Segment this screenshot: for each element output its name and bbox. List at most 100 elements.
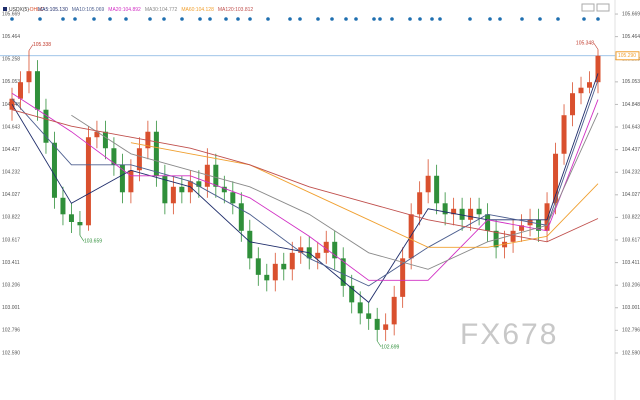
candle-body bbox=[417, 192, 423, 215]
candle-body bbox=[468, 208, 474, 220]
y-tick-label-left: 104.437 bbox=[2, 147, 20, 153]
candle-body bbox=[43, 109, 49, 143]
candle-body bbox=[17, 82, 23, 99]
event-dot bbox=[108, 17, 112, 21]
event-dot bbox=[520, 17, 524, 21]
y-tick-label-right: 104.027 bbox=[622, 192, 640, 198]
annotation-leader bbox=[28, 44, 34, 51]
candle-body bbox=[128, 170, 134, 193]
legend-entry: MA60:104.128 bbox=[181, 7, 214, 13]
ma-line bbox=[11, 92, 599, 281]
y-tick-label-left: 102.796 bbox=[2, 328, 20, 334]
candle-body bbox=[332, 241, 338, 259]
candle-body bbox=[366, 313, 372, 319]
candle-body bbox=[204, 164, 210, 187]
candle-body bbox=[77, 222, 83, 226]
candle-body bbox=[51, 142, 57, 198]
candle-body bbox=[578, 87, 584, 94]
y-tick-label-left: 105.053 bbox=[2, 79, 20, 85]
event-dot bbox=[596, 17, 600, 21]
y-tick-label-right: 104.437 bbox=[622, 147, 640, 153]
candle-body bbox=[102, 131, 108, 149]
y-tick-label-left: 104.027 bbox=[2, 192, 20, 198]
y-tick-label-left: 104.232 bbox=[2, 170, 20, 176]
annotation-label: 105.348 bbox=[576, 41, 594, 47]
event-dot bbox=[61, 17, 65, 21]
candle-body bbox=[340, 258, 346, 286]
candle-body bbox=[26, 71, 32, 83]
candle-body bbox=[247, 230, 253, 259]
y-tick-label-right: 105.669 bbox=[622, 11, 640, 17]
candle-body bbox=[136, 148, 142, 171]
event-dot bbox=[288, 17, 292, 21]
candle-body bbox=[374, 318, 380, 330]
candle-body bbox=[519, 225, 525, 231]
y-tick-label-right: 104.848 bbox=[622, 102, 640, 108]
event-dot bbox=[298, 17, 302, 21]
candle-body bbox=[570, 93, 576, 116]
candle-body bbox=[315, 252, 321, 259]
event-dot bbox=[208, 17, 212, 21]
candle-body bbox=[485, 214, 491, 231]
candle-body bbox=[289, 252, 295, 270]
event-dot bbox=[372, 17, 376, 21]
header-icon bbox=[3, 7, 7, 11]
candle-body bbox=[119, 164, 125, 193]
candle-body bbox=[451, 208, 457, 215]
candle-body bbox=[400, 258, 406, 297]
candle-body bbox=[357, 302, 363, 314]
candle-body bbox=[221, 186, 227, 193]
candle-body bbox=[281, 263, 287, 270]
toolbar-button[interactable] bbox=[596, 3, 610, 12]
event-dot bbox=[180, 17, 184, 21]
candle-body bbox=[510, 230, 516, 242]
y-tick-label-right: 103.617 bbox=[622, 237, 640, 243]
candle-body bbox=[595, 55, 601, 83]
event-dot bbox=[38, 17, 42, 21]
candle-body bbox=[238, 203, 244, 231]
annotation-label: 103.659 bbox=[84, 239, 102, 245]
candle-body bbox=[553, 153, 559, 204]
candle-body bbox=[264, 274, 270, 281]
toolbar-button[interactable] bbox=[581, 3, 595, 12]
event-dot bbox=[92, 17, 96, 21]
event-dot bbox=[556, 17, 560, 21]
chart-subtitle: -OHLC- bbox=[28, 7, 46, 13]
y-tick-label-right: 103.206 bbox=[622, 283, 640, 289]
event-dot bbox=[330, 17, 334, 21]
candle-body bbox=[170, 186, 176, 204]
watermark: FX678 bbox=[460, 318, 558, 351]
y-tick-label-right: 102.590 bbox=[622, 350, 640, 356]
candle-body bbox=[230, 192, 236, 204]
event-dot bbox=[148, 17, 152, 21]
legend-entry: MA30:104.772 bbox=[145, 7, 178, 13]
ma-line bbox=[71, 112, 599, 270]
event-dot bbox=[10, 17, 14, 21]
candle-body bbox=[587, 82, 593, 88]
event-markers bbox=[10, 17, 600, 21]
candle-body bbox=[442, 203, 448, 215]
candle-body bbox=[536, 219, 542, 231]
candle-body bbox=[298, 247, 304, 253]
event-dot bbox=[266, 17, 270, 21]
candle-body bbox=[425, 175, 431, 193]
event-dot bbox=[198, 17, 202, 21]
ma-line bbox=[11, 109, 599, 243]
y-tick-label-left: 103.822 bbox=[2, 215, 20, 221]
annotation-label: 102.699 bbox=[381, 344, 399, 350]
y-tick-label-left: 103.206 bbox=[2, 283, 20, 289]
candle-body bbox=[459, 208, 465, 220]
y-tick-label-right: 103.001 bbox=[622, 305, 640, 311]
y-tick-label-left: 105.258 bbox=[2, 57, 20, 63]
event-dot bbox=[378, 17, 382, 21]
candle-body bbox=[272, 263, 278, 281]
legend-entry: MA20:104.892 bbox=[108, 7, 141, 13]
event-dot bbox=[224, 17, 228, 21]
y-tick-label-right: 105.464 bbox=[622, 34, 640, 40]
candle-body bbox=[111, 148, 117, 165]
candle-body bbox=[85, 137, 91, 226]
legend-entry: MA120:103.812 bbox=[218, 7, 254, 13]
